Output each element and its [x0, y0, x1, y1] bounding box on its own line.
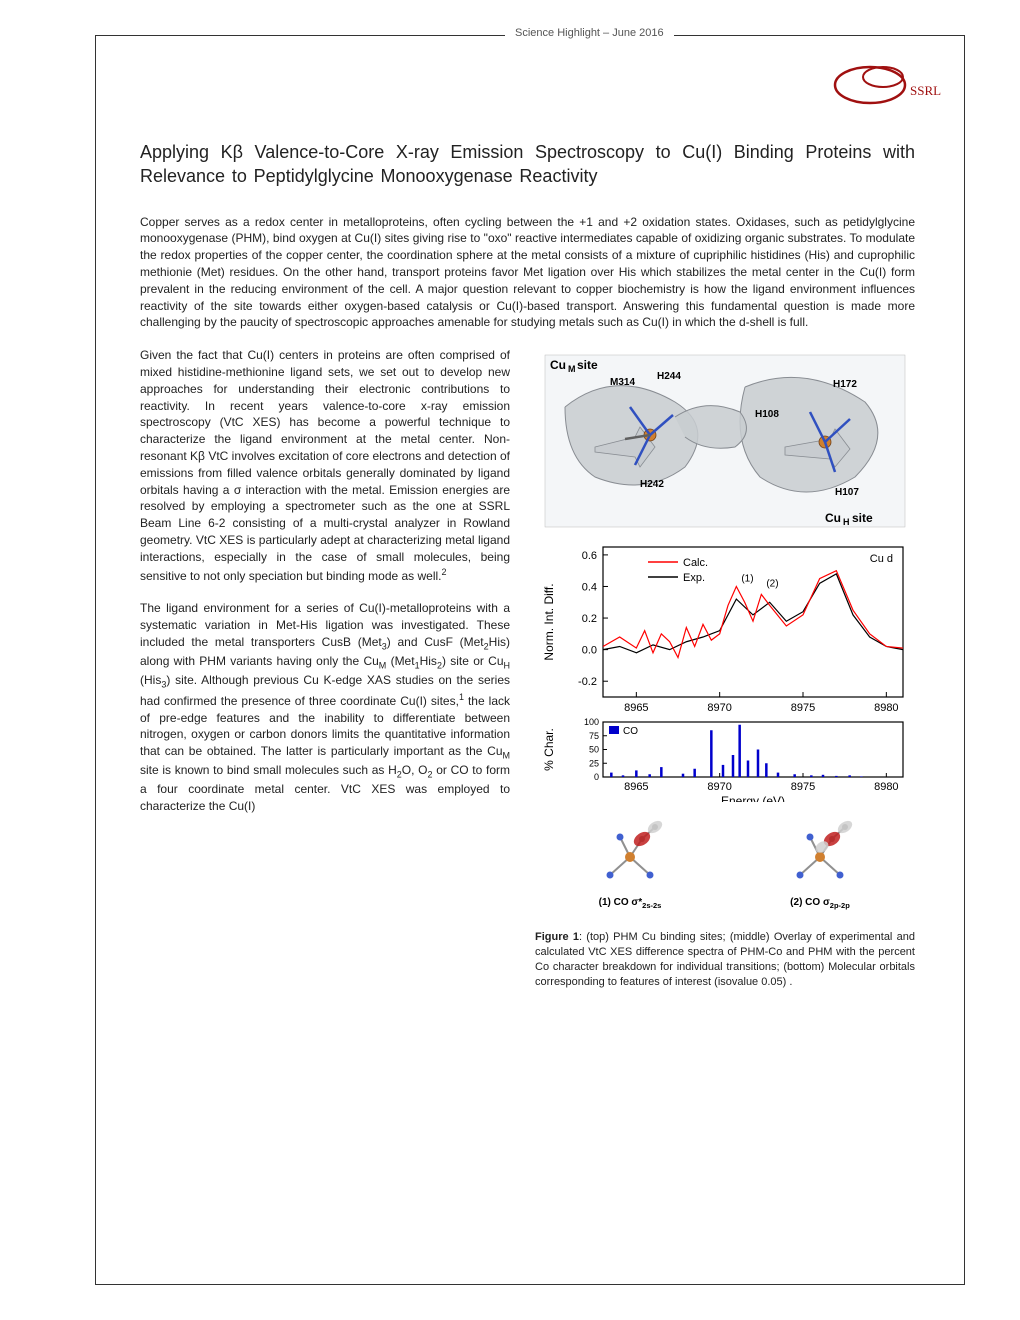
left-column: Given the fact that Cu(I) centers in pro…: [140, 347, 510, 989]
p3-s6: H: [504, 660, 511, 670]
svg-text:H: H: [843, 517, 850, 527]
svg-text:8970: 8970: [707, 702, 731, 714]
orbital-1-label: (1) CO σ*2s-2s: [580, 897, 680, 910]
orb2-label-pre: (2) CO σ: [790, 897, 830, 908]
article-title: Applying Kβ Valence-to-Core X‑ray Emissi…: [140, 140, 915, 189]
svg-text:8965: 8965: [624, 781, 648, 793]
figure-1: CuM siteCuH siteM314H244H172H108H242H107…: [535, 347, 915, 989]
svg-text:H242: H242: [640, 479, 664, 490]
svg-text:SSRL: SSRL: [910, 83, 941, 98]
svg-text:(1): (1): [741, 574, 753, 585]
caption-bold: Figure 1: [535, 931, 579, 943]
svg-text:Cu d: Cu d: [870, 553, 893, 565]
two-column-layout: Given the fact that Cu(I) centers in pro…: [140, 347, 915, 989]
xes-chart-svg: -0.2 0.0 0.2 0.4 0.6 8965 8970 8975 8980 Norm. In…: [535, 537, 915, 802]
header-label: Science Highlight – June 2016: [505, 27, 674, 39]
svg-text:Energy (eV): Energy (eV): [721, 794, 785, 802]
svg-text:8980: 8980: [874, 702, 898, 714]
svg-text:Cu: Cu: [550, 358, 566, 372]
right-column: CuM siteCuH siteM314H244H172H108H242H107…: [535, 347, 915, 989]
p3-t7: (His: [140, 673, 161, 687]
svg-text:H244: H244: [657, 371, 681, 382]
svg-text:0.6: 0.6: [582, 550, 597, 562]
svg-text:25: 25: [589, 758, 599, 768]
figure-caption: Figure 1: (top) PHM Cu binding sites; (m…: [535, 930, 915, 989]
p3-t5: His: [420, 654, 437, 668]
svg-text:75: 75: [589, 731, 599, 741]
p3-t4: (Met: [386, 654, 414, 668]
svg-text:0: 0: [594, 772, 599, 782]
svg-text:Calc.: Calc.: [683, 557, 708, 569]
orb1-label-pre: (1) CO σ*: [599, 897, 643, 908]
orbital-row: (1) CO σ*2s-2s (2) CO σ2p-2p: [535, 807, 915, 920]
p1-text: Copper serves as a redox center in metal…: [140, 215, 915, 330]
svg-text:M: M: [568, 364, 576, 374]
orb1-label-sub: 2s-2s: [642, 901, 661, 910]
svg-text:M314: M314: [610, 377, 635, 388]
svg-text:Exp.: Exp.: [683, 572, 705, 584]
svg-text:0.4: 0.4: [582, 582, 597, 594]
p3-t8: ) site. Although previous Cu K-edge XAS …: [140, 673, 510, 708]
svg-text:CO: CO: [623, 726, 638, 737]
protein-structure-svg: CuM siteCuH siteM314H244H172H108H242H107: [535, 347, 915, 532]
svg-text:8975: 8975: [791, 702, 815, 714]
svg-text:% Char.: % Char.: [542, 728, 556, 771]
svg-text:Norm. Int. Diff.: Norm. Int. Diff.: [542, 584, 556, 661]
p3-t6: ) site or Cu: [442, 654, 504, 668]
paragraph-1: Copper serves as a redox center in metal…: [140, 214, 915, 332]
svg-text:0.2: 0.2: [582, 613, 597, 625]
p2-sup: 2: [442, 567, 447, 577]
svg-text:50: 50: [589, 745, 599, 755]
paragraph-3: The ligand environment for a series of C…: [140, 600, 510, 815]
p3-t10: site is known to bind small molecules su…: [140, 763, 397, 777]
svg-text:0.0: 0.0: [582, 645, 597, 657]
svg-text:(2): (2): [766, 579, 778, 590]
svg-text:100: 100: [584, 717, 599, 727]
svg-text:H108: H108: [755, 409, 779, 420]
svg-text:-0.2: -0.2: [578, 676, 597, 688]
p3-s8: M: [503, 751, 511, 761]
svg-text:Cu: Cu: [825, 511, 841, 525]
orbital-2: (2) CO σ2p-2p: [770, 817, 870, 910]
orbital-1: (1) CO σ*2s-2s: [580, 817, 680, 910]
ssrl-logo: SSRL: [825, 55, 945, 115]
orbital-2-svg: [770, 817, 870, 887]
caption-text: : (top) PHM Cu binding sites; (middle) O…: [535, 931, 915, 988]
svg-text:H107: H107: [835, 487, 859, 498]
content-area: Applying Kβ Valence-to-Core X‑ray Emissi…: [140, 140, 915, 1260]
svg-text:8965: 8965: [624, 702, 648, 714]
svg-text:site: site: [577, 358, 598, 372]
paragraph-2: Given the fact that Cu(I) centers in pro…: [140, 347, 510, 584]
svg-text:8970: 8970: [707, 781, 731, 793]
p3-t2: ) and CusF (Met: [387, 635, 484, 649]
orbital-2-label: (2) CO σ2p-2p: [770, 897, 870, 910]
svg-text:8975: 8975: [791, 781, 815, 793]
orb2-label-sub: 2p-2p: [830, 901, 850, 910]
svg-text:site: site: [852, 511, 873, 525]
p3-t11: O, O: [402, 763, 428, 777]
svg-text:H172: H172: [833, 379, 857, 390]
svg-text:8980: 8980: [874, 781, 898, 793]
p2-text: Given the fact that Cu(I) centers in pro…: [140, 348, 510, 582]
orbital-1-svg: [580, 817, 680, 887]
